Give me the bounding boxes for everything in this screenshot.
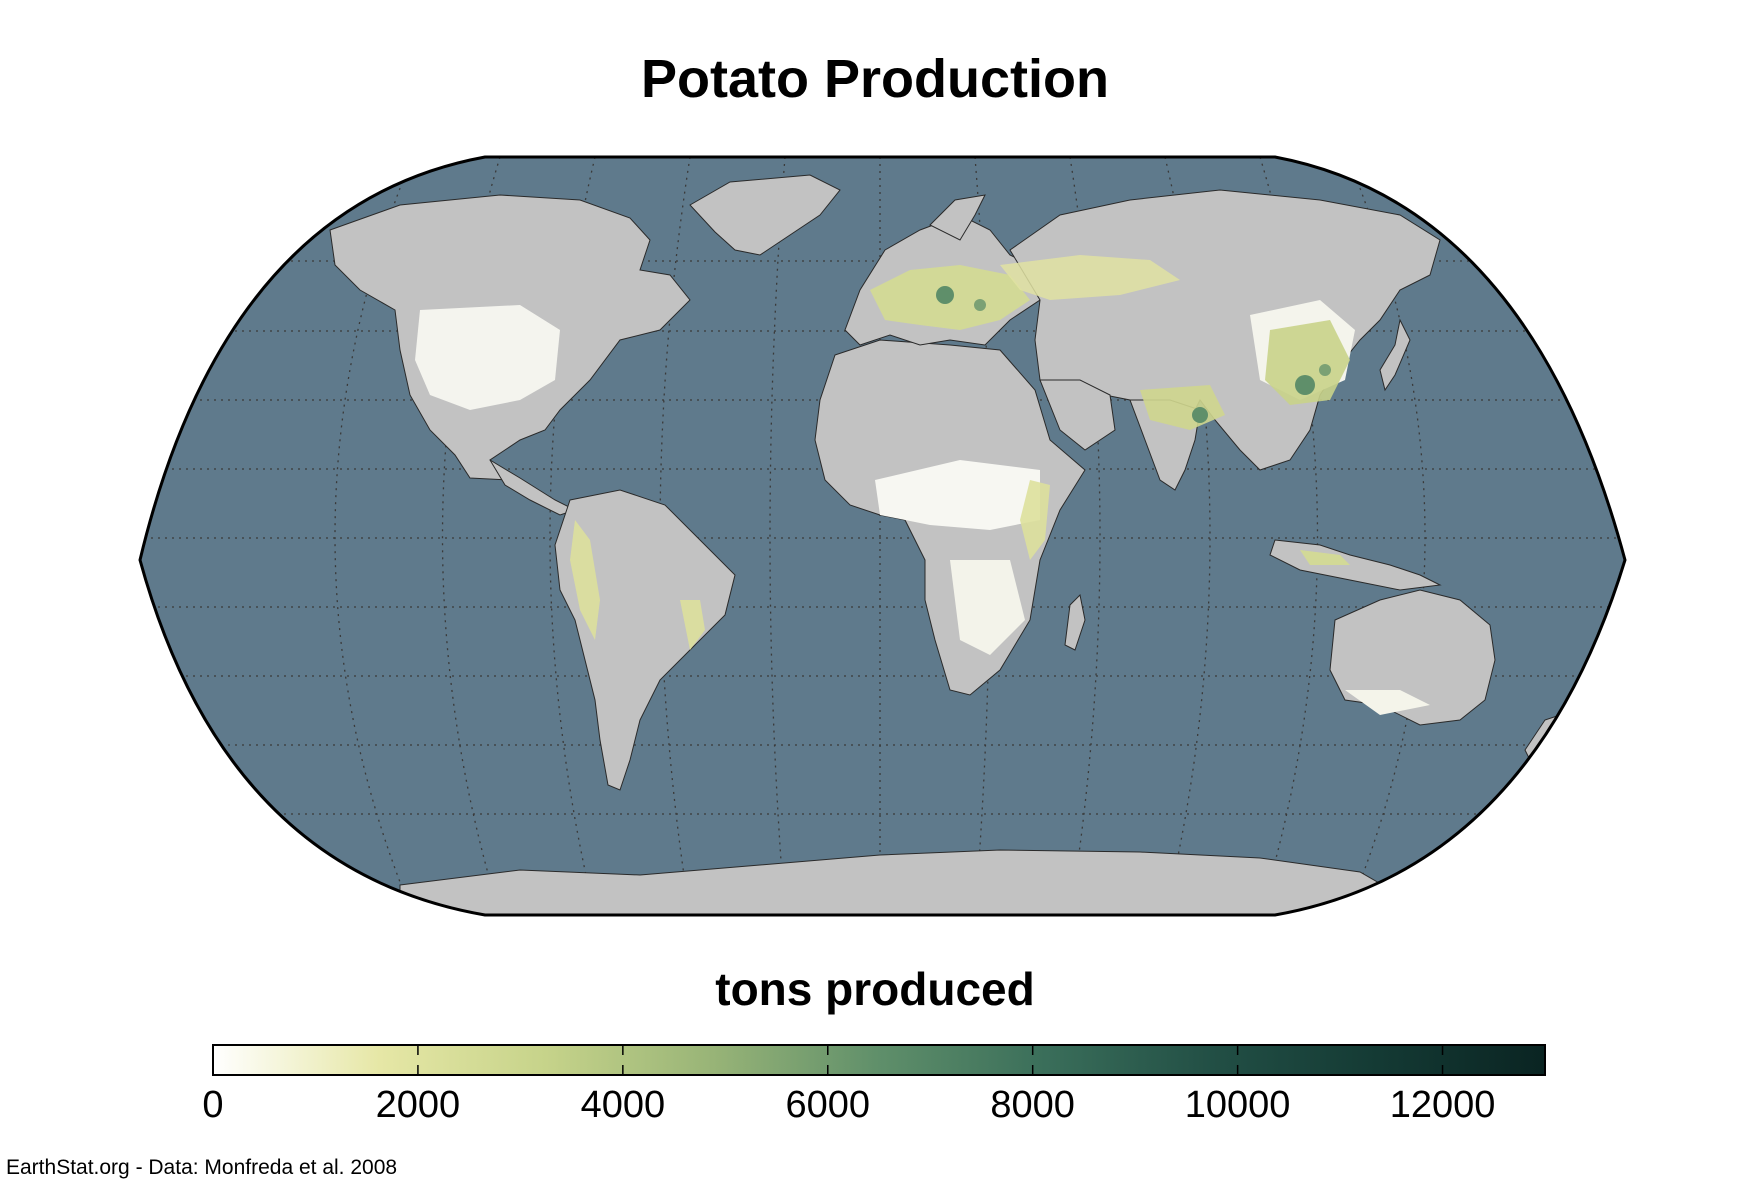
europe-hotspot-2 — [974, 299, 986, 311]
colorbar-tick-label: 8000 — [990, 1084, 1075, 1126]
russia-production — [1000, 255, 1180, 300]
bangladesh-hotspot — [1192, 407, 1208, 423]
colorbar-gradient — [212, 1044, 1546, 1076]
production-hotspots — [570, 255, 1350, 650]
legend-title: tons produced — [715, 963, 1035, 1015]
indonesia-production — [1300, 550, 1350, 565]
greenland — [689, 174, 841, 256]
map-title: Potato Production — [641, 49, 1109, 109]
colorbar-tick-label: 10000 — [1185, 1084, 1291, 1126]
colorbar-tick-label: 12000 — [1390, 1084, 1496, 1126]
map-outline — [138, 155, 1627, 917]
china-hotspot-2 — [1319, 364, 1331, 376]
colorbar-tick-label: 0 — [202, 1084, 223, 1126]
andes-production — [570, 520, 600, 640]
antarctica — [399, 849, 1401, 915]
colorbar-tick-label: 2000 — [376, 1084, 461, 1126]
china-production — [1265, 320, 1350, 405]
credit-text: EarthStat.org - Data: Monfreda et al. 20… — [6, 1156, 398, 1179]
china-hotspot — [1295, 375, 1315, 395]
madagascar — [1064, 593, 1086, 651]
east-africa-production — [1020, 480, 1050, 560]
arabia — [1039, 379, 1116, 451]
japan — [1379, 318, 1411, 392]
colorbar-tick-label: 6000 — [785, 1084, 870, 1126]
southeast-brazil-production — [680, 600, 705, 650]
scandinavia — [929, 194, 986, 241]
south-america — [554, 489, 736, 791]
europe-hotspot — [936, 286, 954, 304]
colorbar-tick-label: 4000 — [581, 1084, 666, 1126]
